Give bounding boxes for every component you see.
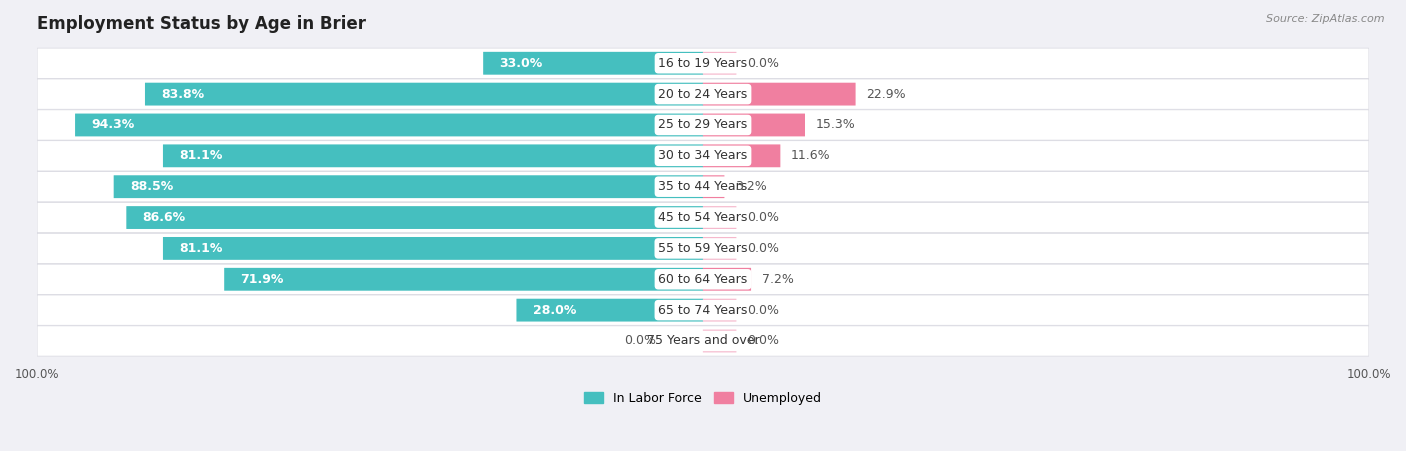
FancyBboxPatch shape — [516, 299, 703, 322]
Text: 35 to 44 Years: 35 to 44 Years — [658, 180, 748, 193]
Text: 22.9%: 22.9% — [866, 87, 905, 101]
FancyBboxPatch shape — [163, 237, 703, 260]
Text: 86.6%: 86.6% — [142, 211, 186, 224]
FancyBboxPatch shape — [145, 83, 703, 106]
FancyBboxPatch shape — [37, 295, 1369, 325]
Text: 25 to 29 Years: 25 to 29 Years — [658, 119, 748, 132]
Text: 28.0%: 28.0% — [533, 304, 576, 317]
Text: 15.3%: 15.3% — [815, 119, 855, 132]
Text: 0.0%: 0.0% — [747, 57, 779, 70]
Text: 11.6%: 11.6% — [792, 149, 831, 162]
FancyBboxPatch shape — [703, 175, 724, 198]
Text: 65 to 74 Years: 65 to 74 Years — [658, 304, 748, 317]
Text: 0.0%: 0.0% — [747, 242, 779, 255]
Text: 0.0%: 0.0% — [747, 335, 779, 347]
Text: 0.0%: 0.0% — [747, 211, 779, 224]
FancyBboxPatch shape — [37, 171, 1369, 202]
FancyBboxPatch shape — [703, 237, 737, 260]
Text: Employment Status by Age in Brier: Employment Status by Age in Brier — [37, 15, 366, 33]
Text: 45 to 54 Years: 45 to 54 Years — [658, 211, 748, 224]
Text: 0.0%: 0.0% — [624, 335, 657, 347]
FancyBboxPatch shape — [37, 110, 1369, 140]
Text: 71.9%: 71.9% — [240, 273, 284, 286]
FancyBboxPatch shape — [703, 206, 737, 229]
FancyBboxPatch shape — [703, 83, 856, 106]
Text: 30 to 34 Years: 30 to 34 Years — [658, 149, 748, 162]
Text: 0.0%: 0.0% — [747, 304, 779, 317]
Text: 60 to 64 Years: 60 to 64 Years — [658, 273, 748, 286]
FancyBboxPatch shape — [37, 79, 1369, 109]
FancyBboxPatch shape — [37, 141, 1369, 171]
Text: Source: ZipAtlas.com: Source: ZipAtlas.com — [1267, 14, 1385, 23]
FancyBboxPatch shape — [75, 114, 703, 136]
FancyBboxPatch shape — [703, 330, 737, 352]
Text: 88.5%: 88.5% — [129, 180, 173, 193]
FancyBboxPatch shape — [37, 326, 1369, 356]
Text: 55 to 59 Years: 55 to 59 Years — [658, 242, 748, 255]
FancyBboxPatch shape — [127, 206, 703, 229]
Text: 81.1%: 81.1% — [179, 149, 222, 162]
Text: 83.8%: 83.8% — [162, 87, 204, 101]
Text: 7.2%: 7.2% — [762, 273, 793, 286]
Text: 94.3%: 94.3% — [91, 119, 135, 132]
FancyBboxPatch shape — [703, 299, 737, 322]
FancyBboxPatch shape — [484, 52, 703, 75]
FancyBboxPatch shape — [703, 52, 737, 75]
FancyBboxPatch shape — [37, 202, 1369, 233]
Text: 75 Years and over: 75 Years and over — [647, 335, 759, 347]
FancyBboxPatch shape — [114, 175, 703, 198]
Text: 20 to 24 Years: 20 to 24 Years — [658, 87, 748, 101]
Text: 33.0%: 33.0% — [499, 57, 543, 70]
Legend: In Labor Force, Unemployed: In Labor Force, Unemployed — [579, 387, 827, 410]
FancyBboxPatch shape — [224, 268, 703, 291]
Text: 3.2%: 3.2% — [735, 180, 766, 193]
FancyBboxPatch shape — [163, 144, 703, 167]
FancyBboxPatch shape — [703, 114, 806, 136]
FancyBboxPatch shape — [703, 268, 751, 291]
Text: 16 to 19 Years: 16 to 19 Years — [658, 57, 748, 70]
FancyBboxPatch shape — [703, 144, 780, 167]
Text: 81.1%: 81.1% — [179, 242, 222, 255]
FancyBboxPatch shape — [37, 48, 1369, 78]
FancyBboxPatch shape — [37, 264, 1369, 295]
FancyBboxPatch shape — [37, 233, 1369, 263]
